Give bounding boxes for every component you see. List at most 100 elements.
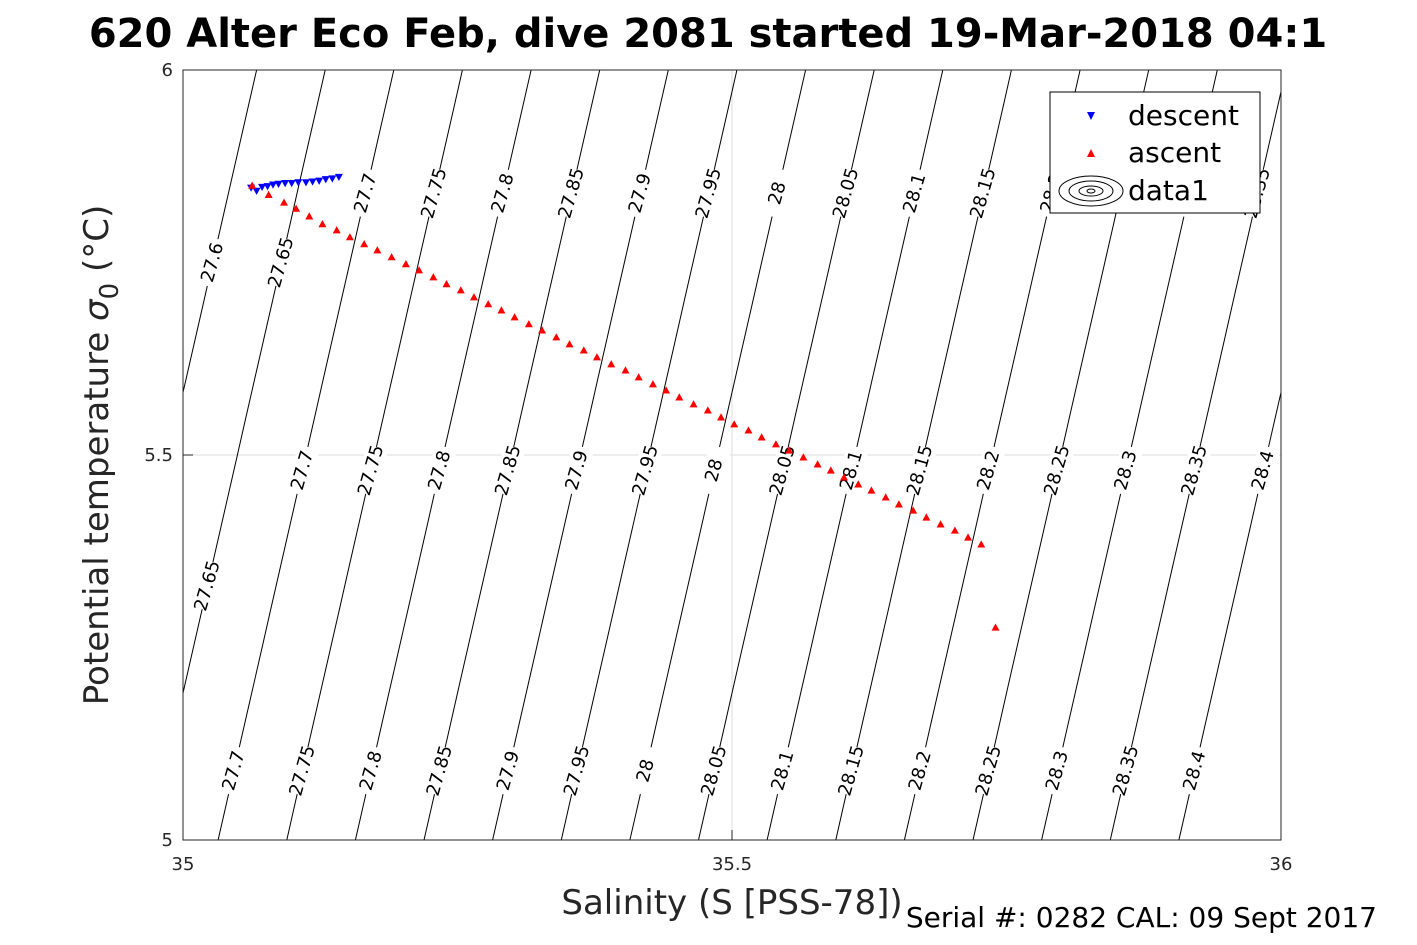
ascent-point	[730, 420, 739, 428]
density-contour-27.65	[183, 70, 326, 696]
contour-label-bg	[417, 167, 452, 220]
contour-label-bg	[1177, 444, 1212, 497]
contour-label-bg	[760, 167, 795, 220]
ascent-point	[757, 433, 766, 441]
descent-point	[294, 179, 303, 187]
ascent-point	[648, 380, 657, 388]
contour-label-bg	[628, 444, 663, 497]
ascent-point	[442, 280, 451, 288]
contour-label-bg	[966, 167, 1001, 220]
ascent-point	[429, 273, 438, 281]
ascent-point	[318, 220, 327, 228]
contour-label-bg	[628, 744, 663, 797]
descent-point	[301, 179, 310, 187]
descent-point	[263, 183, 272, 191]
contour-label-bg	[903, 744, 938, 797]
contour-label-bg	[554, 167, 589, 220]
legend-box	[1049, 91, 1261, 214]
contour-label-bg	[697, 744, 732, 797]
descent-point	[281, 179, 290, 188]
ascent-point	[867, 486, 876, 494]
contour-label-bg	[902, 444, 938, 497]
contour-label-bg	[195, 236, 230, 289]
contour-label-bg	[485, 167, 521, 220]
y-axis-label-unit: (°C)	[77, 205, 117, 283]
contour-label-bg	[623, 167, 658, 220]
ascent-point	[248, 181, 257, 189]
serial-cal-footer: Serial #: 0282 CAL: 09 Sept 2017	[906, 901, 1377, 934]
contour-label-bg	[1108, 444, 1144, 497]
ascent-point	[264, 190, 273, 198]
ascent-point	[401, 260, 410, 268]
series-descent	[247, 173, 343, 195]
y-tick-label: 6	[162, 60, 173, 81]
contour-label-bg	[348, 167, 383, 220]
contour-label-bg	[422, 744, 457, 797]
x-tick-label: 35.5	[712, 854, 752, 875]
y-axis-label-main: Potential temperature	[77, 321, 117, 705]
ascent-point	[579, 346, 588, 354]
ascent-point	[813, 460, 822, 468]
descent-point	[334, 173, 343, 182]
ascent-point	[744, 426, 753, 434]
contour-label-group: 27.8	[422, 444, 457, 497]
contour-label-group: 28.3	[1040, 744, 1075, 797]
ascent-point	[497, 306, 506, 314]
ascent-point	[950, 526, 959, 534]
contour-label-bg	[491, 444, 526, 497]
legend-label-data1: data1	[1128, 174, 1209, 207]
legend-label-descent: descent	[1128, 99, 1239, 132]
ascent-point	[280, 198, 289, 206]
x-tick-label: 36	[1270, 854, 1293, 875]
descent-point	[308, 178, 317, 186]
contour-label-group: 28.1	[834, 444, 869, 497]
ascent-point	[964, 533, 973, 541]
y-axis-label-subscript: 0	[95, 283, 125, 300]
contour-label-bg	[354, 744, 389, 797]
chart-title: 620 Alter Eco Feb, dive 2081 started 19-…	[89, 11, 1327, 57]
contour-label-bg	[285, 444, 320, 497]
ascent-point	[799, 453, 808, 461]
descent-point	[328, 175, 337, 183]
legend-marker-descent	[1087, 112, 1095, 120]
axis-ticks: 35 35.5 36 5 5.5 6	[144, 60, 1292, 875]
ascent-point	[854, 480, 863, 488]
series-ascent	[248, 181, 1000, 631]
contour-label-bg	[971, 744, 1006, 797]
ascent-point	[991, 623, 1000, 631]
ascent-point	[607, 360, 616, 368]
ascent-point	[922, 513, 931, 521]
ascent-point	[703, 406, 712, 414]
ascent-point	[373, 246, 382, 254]
descent-point	[252, 187, 261, 195]
legend-label-ascent: ascent	[1128, 136, 1221, 169]
y-axis-label: Potential temperature σ0 (°C)	[77, 205, 125, 705]
ascent-point	[936, 520, 945, 528]
descent-point	[258, 183, 267, 192]
ascent-point	[305, 212, 314, 220]
ascent-point	[415, 266, 424, 274]
contour-label-bg	[1108, 744, 1144, 797]
ascent-point	[771, 440, 780, 448]
descent-point	[269, 181, 278, 189]
contour-label-bg	[216, 744, 252, 797]
legend: descent ascent data1	[1049, 91, 1261, 214]
contour-label-bg	[765, 444, 800, 497]
ascent-point	[621, 366, 630, 374]
contour-label-bg	[1040, 444, 1075, 497]
descent-point	[321, 176, 330, 184]
contour-label-bg	[1177, 744, 1212, 797]
ascent-point	[524, 320, 533, 328]
ascent-point	[689, 400, 698, 408]
contour-label-bg	[971, 444, 1006, 497]
y-tick-label: 5	[162, 830, 173, 851]
y-tick-label: 5.5	[144, 445, 173, 466]
contour-label-bg	[828, 167, 864, 220]
ascent-point	[785, 446, 794, 454]
contour-label-bg	[897, 167, 932, 220]
ascent-point	[826, 466, 835, 474]
contour-label-bg	[353, 444, 389, 497]
contour-label-bg	[1246, 444, 1281, 497]
ascent-point	[839, 473, 848, 481]
